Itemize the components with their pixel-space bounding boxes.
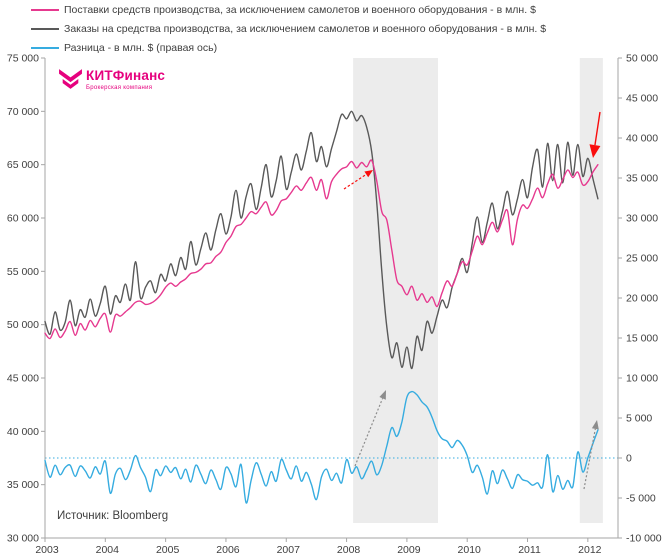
x-axis-tick-label: 2010: [458, 544, 482, 556]
left-axis-tick-label: 35 000: [7, 479, 39, 491]
difference-spike-2009-arrow-head: [379, 390, 386, 400]
x-axis-tick-label: 2011: [518, 544, 541, 556]
right-axis-tick-label: 50 000: [626, 53, 658, 65]
x-axis-tick-label: 2008: [337, 544, 361, 556]
right-axis-tick-label: 0: [626, 453, 632, 465]
difference-spike-2012-arrow-head: [591, 420, 599, 430]
right-axis-tick-label: -10 000: [626, 533, 662, 545]
right-axis-tick-label: -5 000: [626, 493, 656, 505]
logo-title: КИТФинанс: [86, 68, 166, 83]
x-axis-tick-label: 2003: [35, 544, 59, 556]
difference-line-sample: [31, 46, 59, 49]
x-axis-tick-label: 2006: [216, 544, 240, 556]
orders-series-line: [44, 110, 599, 370]
left-axis-tick-label: 30 000: [7, 533, 39, 545]
source-note: Источник: Bloomberg: [57, 510, 169, 522]
legend-item-shipments: Поставки средств производства, за исключ…: [31, 0, 546, 19]
right-axis-tick-label: 5 000: [626, 413, 652, 425]
right-axis-tick-label: 45 000: [626, 93, 658, 105]
right-axis-tick-label: 10 000: [626, 373, 658, 385]
left-axis-tick-label: 50 000: [7, 319, 39, 331]
kit-finance-logo-text: КИТФинанс Брокерская компания: [86, 69, 165, 91]
latest-drop-arrow: [594, 111, 601, 146]
x-axis-tick-label: 2004: [96, 544, 120, 556]
right-axis-tick-label: 25 000: [626, 253, 658, 265]
left-axis-tick-label: 45 000: [7, 373, 39, 385]
left-axis-tick-label: 55 000: [7, 266, 39, 278]
right-axis-tick-label: 15 000: [626, 333, 658, 345]
left-axis-tick-label: 70 000: [7, 106, 39, 118]
x-axis-tick-label: 2009: [397, 544, 421, 556]
x-axis-tick-label: 2012: [578, 544, 602, 556]
latest-drop-arrow-head: [589, 144, 601, 158]
right-axis-tick-label: 35 000: [626, 173, 658, 185]
difference-series-line: [44, 390, 599, 504]
orders-line-sample: [31, 27, 59, 30]
shipments-line-sample: [31, 8, 59, 11]
legend: Поставки средств производства, за исключ…: [31, 0, 546, 57]
left-axis-tick-label: 60 000: [7, 213, 39, 225]
left-axis-tick-label: 75 000: [7, 53, 39, 65]
right-axis-tick-label: 20 000: [626, 293, 658, 305]
x-axis-tick-label: 2007: [277, 544, 301, 556]
legend-label-orders: Заказы на средства производства, за искл…: [64, 22, 547, 35]
logo-subtitle: Брокерская компания: [86, 84, 153, 91]
recession-band: [579, 58, 603, 523]
legend-item-difference: Разница - в млн. $ (правая ось): [31, 38, 546, 57]
recession-band: [353, 58, 438, 523]
legend-label-shipments: Поставки средств производства, за исключ…: [64, 3, 536, 16]
right-axis-tick-label: 30 000: [626, 213, 658, 225]
axes: 75 000 70 000 65 000 60 000 55 000 50 000 45 0…: [7, 53, 662, 557]
left-axis-tick-label: 65 000: [7, 159, 39, 171]
right-axis-tick-label: 40 000: [626, 133, 658, 145]
legend-item-orders: Заказы на средства производства, за искл…: [31, 19, 546, 38]
difference-spike-2009-arrow: [354, 398, 384, 467]
recession-bands: [353, 58, 603, 523]
x-axis-tick-label: 2005: [156, 544, 180, 556]
kit-finance-logo-icon: [59, 69, 82, 89]
kit-finance-logo: КИТФинанс Брокерская компания: [58, 69, 165, 91]
legend-label-difference: Разница - в млн. $ (правая ось): [64, 41, 218, 54]
annotation-arrows: [343, 111, 601, 490]
left-axis-tick-label: 40 000: [7, 426, 39, 438]
shipments-series-line: [44, 159, 599, 340]
crash-start-arrow-head: [364, 170, 373, 178]
